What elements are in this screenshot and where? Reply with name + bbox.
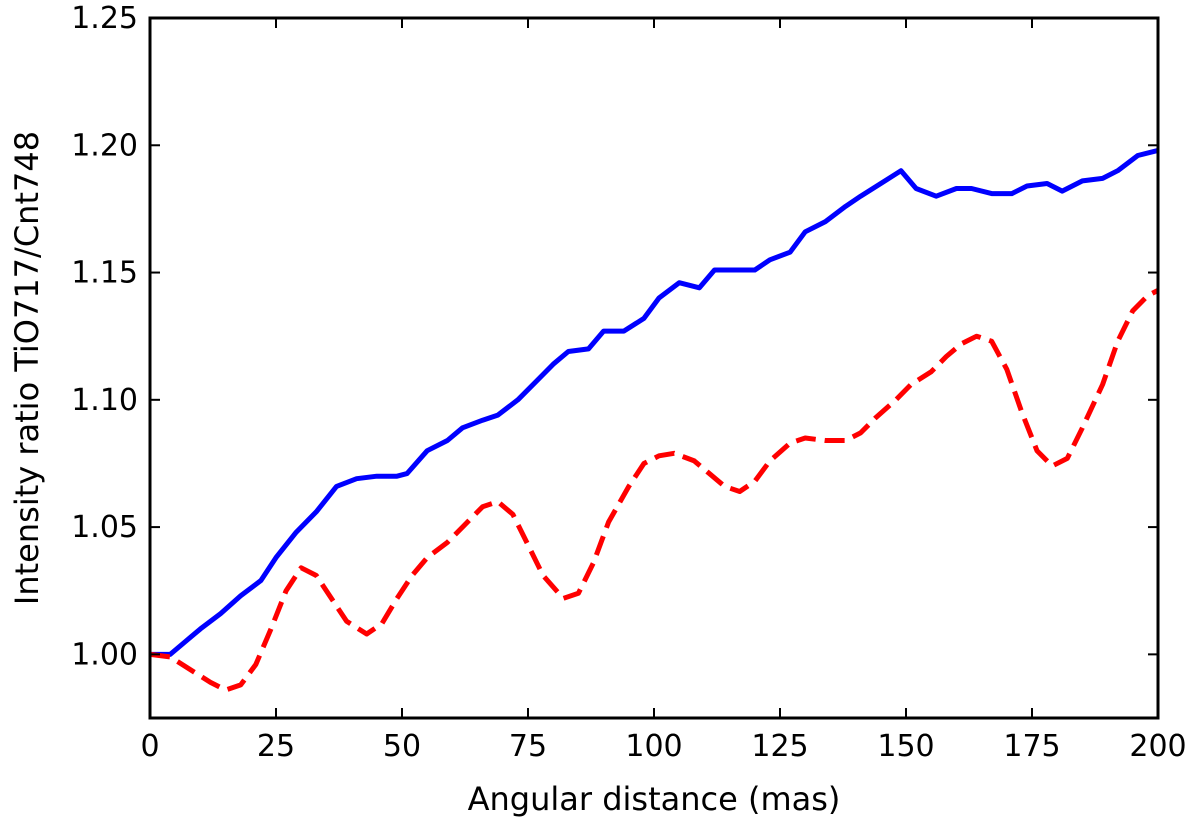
x-axis-label: Angular distance (mas) [468, 780, 841, 818]
axis-ticks: 0 25 50 75 100 125 150 175 200 1.00 1.05 1.10 1.15 1.… [71, 1, 1186, 764]
x-tick-label: 175 [1003, 729, 1060, 764]
y-tick-label: 1.10 [71, 383, 138, 418]
x-tick-label: 75 [509, 729, 547, 764]
y-tick-label: 1.15 [71, 256, 138, 291]
x-tick-label: 0 [140, 729, 159, 764]
y-tick-label: 1.20 [71, 128, 138, 163]
x-tick-label: 150 [877, 729, 934, 764]
series-line-1 [150, 147, 1158, 657]
x-tick-label: 125 [751, 729, 808, 764]
plot-area [150, 147, 1158, 693]
x-tick-label: 200 [1129, 729, 1186, 764]
plot-frame [148, 16, 1160, 720]
y-tick-label: 1.25 [71, 1, 138, 36]
y-tick-label: 1.05 [71, 510, 138, 545]
x-tick-label: 50 [383, 729, 421, 764]
series-line-2 [150, 288, 1158, 693]
y-tick-label: 1.00 [71, 637, 138, 672]
y-axis-label: Intensity ratio TiO717/Cnt748 [8, 131, 46, 605]
x-tick-label: 25 [257, 729, 295, 764]
x-tick-label: 100 [625, 729, 682, 764]
